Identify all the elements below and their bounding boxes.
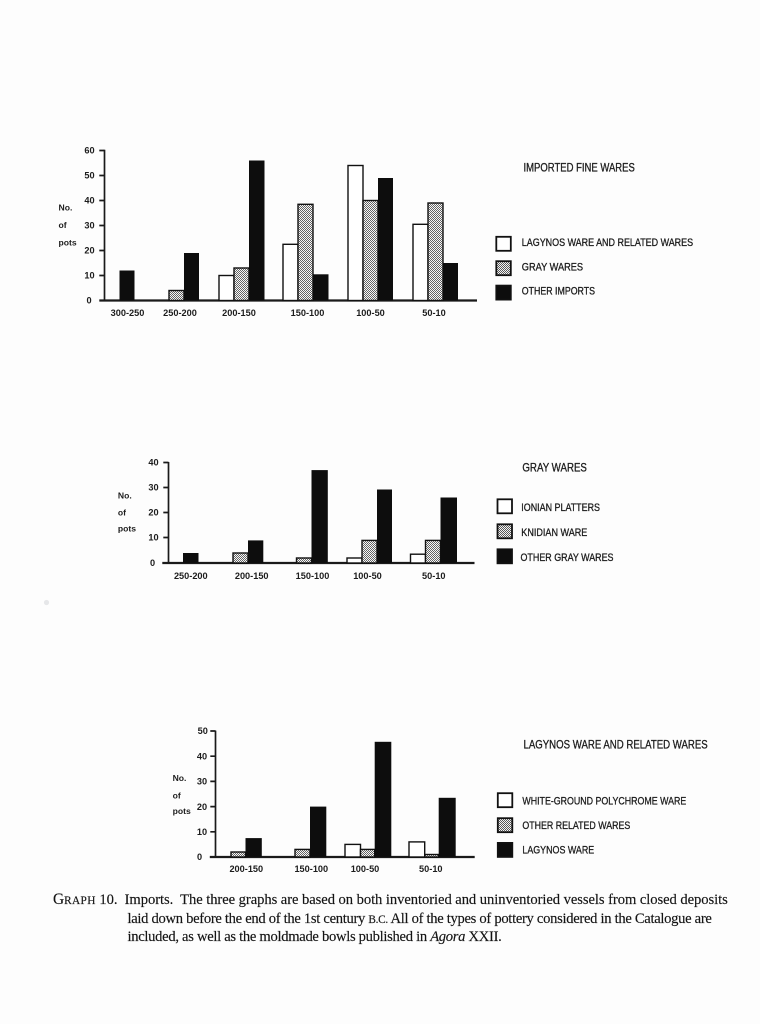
svg-text:50: 50 [84,171,94,181]
svg-text:20: 20 [84,246,94,256]
svg-text:pots: pots [173,806,191,816]
svg-text:of: of [59,220,67,230]
svg-text:No.: No. [118,490,132,500]
svg-text:10: 10 [197,827,207,837]
svg-text:0: 0 [150,558,155,568]
svg-text:150-100: 150-100 [296,571,330,581]
svg-text:20: 20 [148,508,158,518]
svg-text:200-150: 200-150 [235,571,269,581]
svg-text:300-250: 300-250 [111,308,145,318]
svg-text:LAGYNOS WARE AND RELATED WARES: LAGYNOS WARE AND RELATED WARES [522,237,693,249]
svg-text:60: 60 [84,146,94,156]
svg-text:pots: pots [118,523,136,533]
svg-text:LAGYNOS WARE: LAGYNOS WARE [522,845,594,857]
svg-text:10: 10 [148,533,158,543]
svg-text:pots: pots [59,237,77,247]
svg-text:40: 40 [84,196,94,206]
svg-text:of: of [173,790,181,800]
svg-text:30: 30 [197,777,207,787]
svg-text:LAGYNOS WARE AND RELATED WARES: LAGYNOS WARE AND RELATED WARES [524,739,708,752]
svg-text:of: of [118,508,126,518]
svg-text:150-100: 150-100 [291,308,325,318]
svg-text:100-50: 100-50 [356,308,385,318]
svg-text:150-100: 150-100 [294,864,328,874]
svg-text:200-150: 200-150 [222,308,256,318]
svg-text:OTHER IMPORTS: OTHER IMPORTS [522,286,595,298]
svg-text:0: 0 [86,296,91,306]
svg-text:OTHER GRAY WARES: OTHER GRAY WARES [521,552,614,564]
svg-text:30: 30 [148,483,158,493]
svg-text:50-10: 50-10 [422,571,446,581]
svg-text:250-200: 250-200 [163,308,197,318]
svg-text:WHITE-GROUND POLYCHROME WARE: WHITE-GROUND POLYCHROME WARE [522,796,686,808]
svg-text:KNIDIAN WARE: KNIDIAN WARE [521,527,587,539]
svg-text:50-10: 50-10 [419,864,443,874]
svg-text:No.: No. [173,773,187,783]
svg-text:IMPORTED FINE WARES: IMPORTED FINE WARES [524,162,636,175]
svg-text:100-50: 100-50 [353,571,382,581]
svg-text:10: 10 [84,271,94,281]
svg-text:200-150: 200-150 [229,864,263,874]
svg-text:40: 40 [148,458,158,468]
svg-text:IONIAN PLATTERS: IONIAN PLATTERS [521,502,600,514]
svg-text:40: 40 [197,751,207,761]
svg-text:100-50: 100-50 [351,864,380,874]
svg-text:20: 20 [197,802,207,812]
svg-text:GRAY WARES: GRAY WARES [522,261,583,273]
svg-text:30: 30 [84,221,94,231]
svg-text:50: 50 [198,726,208,736]
svg-text:0: 0 [197,852,202,862]
svg-text:250-200: 250-200 [174,571,208,581]
svg-text:No.: No. [59,203,73,213]
svg-text:GRAY WARES: GRAY WARES [522,462,587,475]
svg-text:50-10: 50-10 [422,308,446,318]
svg-text:OTHER RELATED WARES: OTHER RELATED WARES [522,820,630,832]
